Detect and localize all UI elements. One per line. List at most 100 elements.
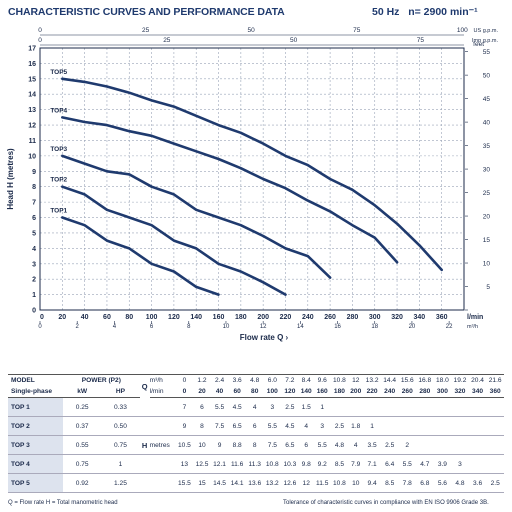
imp-gpm-tick-label: 25 (163, 37, 171, 44)
head-value: 3.6 (468, 473, 487, 493)
x-tick-label: 220 (280, 314, 292, 321)
m3h-value: 16.8 (418, 377, 432, 384)
y-tick-label: 2 (32, 277, 36, 284)
head-value: 7.5 (210, 416, 229, 436)
hp-cell: 0.33 (101, 397, 140, 417)
lmin-value: 100 (263, 386, 282, 398)
head-value: 8 (193, 416, 211, 436)
m3h-tick-label: 6 (150, 324, 154, 330)
m3h-value: 12 (352, 377, 360, 384)
head-value: 3 (263, 397, 282, 417)
plot-frame (39, 47, 465, 311)
curve-top1 (60, 216, 220, 296)
y-tick-label: 14 (28, 92, 36, 99)
kw-cell: 0.55 (63, 435, 102, 455)
x-tick-label: 20 (58, 314, 66, 321)
lmin-value: 40 (210, 386, 229, 398)
curve-top4 (60, 116, 399, 264)
hp-cell: 0.75 (101, 435, 140, 455)
m3h-tick-label: 2 (76, 324, 80, 330)
x-tick-label: 80 (125, 314, 133, 321)
m3h-tick-label: 4 (113, 324, 117, 330)
x-tick-label: 300 (369, 314, 381, 321)
us-gpm-unit-label: US g.p.m. (474, 28, 499, 34)
head-value: 2.5 (380, 435, 399, 455)
head-value: 14.5 (210, 473, 229, 493)
y-tick-label: 3 (32, 261, 36, 268)
spacer-cell (139, 397, 150, 417)
head-value (451, 435, 469, 455)
head-value: 9.4 (363, 473, 381, 493)
head-value: 11.3 (245, 454, 264, 474)
feet-tick-label: 30 (483, 167, 491, 174)
lmin-value: 0 (175, 386, 194, 398)
series-label-top5: TOP5 (50, 69, 67, 76)
m3h-tick-label: 20 (409, 324, 416, 330)
x-tick-label: 360 (436, 314, 448, 321)
m3h-tick-label: 16 (334, 324, 341, 330)
head-value: 11.5 (313, 473, 331, 493)
m3h-value: 1.2 (197, 377, 207, 384)
head-value: 6.4 (380, 454, 399, 474)
footer-legend: Q = Flow rate H = Total manometric head (8, 500, 118, 506)
head-value: 13 (175, 454, 194, 474)
y-tick-label: 17 (28, 46, 36, 53)
m3h-value: 14.4 (383, 377, 397, 384)
head-value: 12.5 (193, 454, 211, 474)
head-value (433, 397, 452, 417)
lmin-value: 360 (486, 386, 504, 398)
x-tick-label: 260 (324, 314, 336, 321)
x-tick-label: 200 (257, 314, 269, 321)
lmin-value: 120 (281, 386, 299, 398)
head-value: 4 (298, 416, 314, 436)
m3h-value: 8.4 (301, 377, 311, 384)
kw-cell: 0.92 (63, 473, 102, 493)
imp-gpm-tick-label: 50 (290, 37, 298, 44)
us-gpm-tick-label: 25 (142, 27, 150, 34)
x-tick-label: 120 (168, 314, 180, 321)
head-value: 9.2 (313, 454, 331, 474)
hp-cell: 1.25 (101, 473, 140, 493)
lmin-value: 160 (313, 386, 331, 398)
head-value: 4 (348, 435, 364, 455)
head-value: 3 (451, 454, 469, 474)
head-value: 12.1 (210, 454, 229, 474)
head-value (433, 416, 452, 436)
spacer-cell (149, 454, 176, 474)
feet-tick-label: 15 (483, 237, 491, 244)
m3h-tick-label: 0 (38, 324, 42, 330)
m3h-value: 13.2 (365, 377, 379, 384)
m3h-value: 4.8 (250, 377, 260, 384)
head-value: 2.5 (330, 416, 349, 436)
table-row: TOP 4 0.75 1 13 12.5 12.1 11.6 11.3 10.8 10.3 9.8 9… (8, 454, 504, 474)
kw-cell: 0.75 (63, 454, 102, 474)
lmin-value: 320 (451, 386, 469, 398)
m3h-tick-label: 22 (446, 324, 453, 330)
head-value: 7.5 (263, 435, 282, 455)
m3h-value: 6.0 (267, 377, 277, 384)
head-value: 15.5 (175, 473, 194, 493)
head-value: 6.5 (228, 416, 246, 436)
head-value: 4.8 (451, 473, 469, 493)
lmin-value: 220 (363, 386, 381, 398)
spacer-cell (149, 397, 176, 417)
col-kw-header: kW (63, 386, 102, 398)
head-value: 7.1 (363, 454, 381, 474)
feet-tick-label: 55 (483, 49, 491, 56)
head-value: 2.5 (486, 473, 504, 493)
head-value: 9 (175, 416, 194, 436)
lmin-value: 20 (193, 386, 211, 398)
m3h-value: 21.6 (488, 377, 502, 384)
imp-gpm-tick-label: 75 (417, 37, 425, 44)
m3h-tick-label: 14 (297, 324, 304, 330)
imp-gpm-tick-label: 0 (38, 37, 42, 44)
unit-m3h: m³/h (149, 377, 163, 384)
feet-tick-label: 45 (483, 96, 491, 103)
speed-spec: 50 Hz n= 2900 min⁻¹ (372, 6, 478, 18)
head-value: 10.8 (263, 454, 282, 474)
head-value (416, 435, 434, 455)
head-value (380, 416, 399, 436)
lmin-value: 80 (245, 386, 264, 398)
y-tick-label: 9 (32, 169, 36, 176)
